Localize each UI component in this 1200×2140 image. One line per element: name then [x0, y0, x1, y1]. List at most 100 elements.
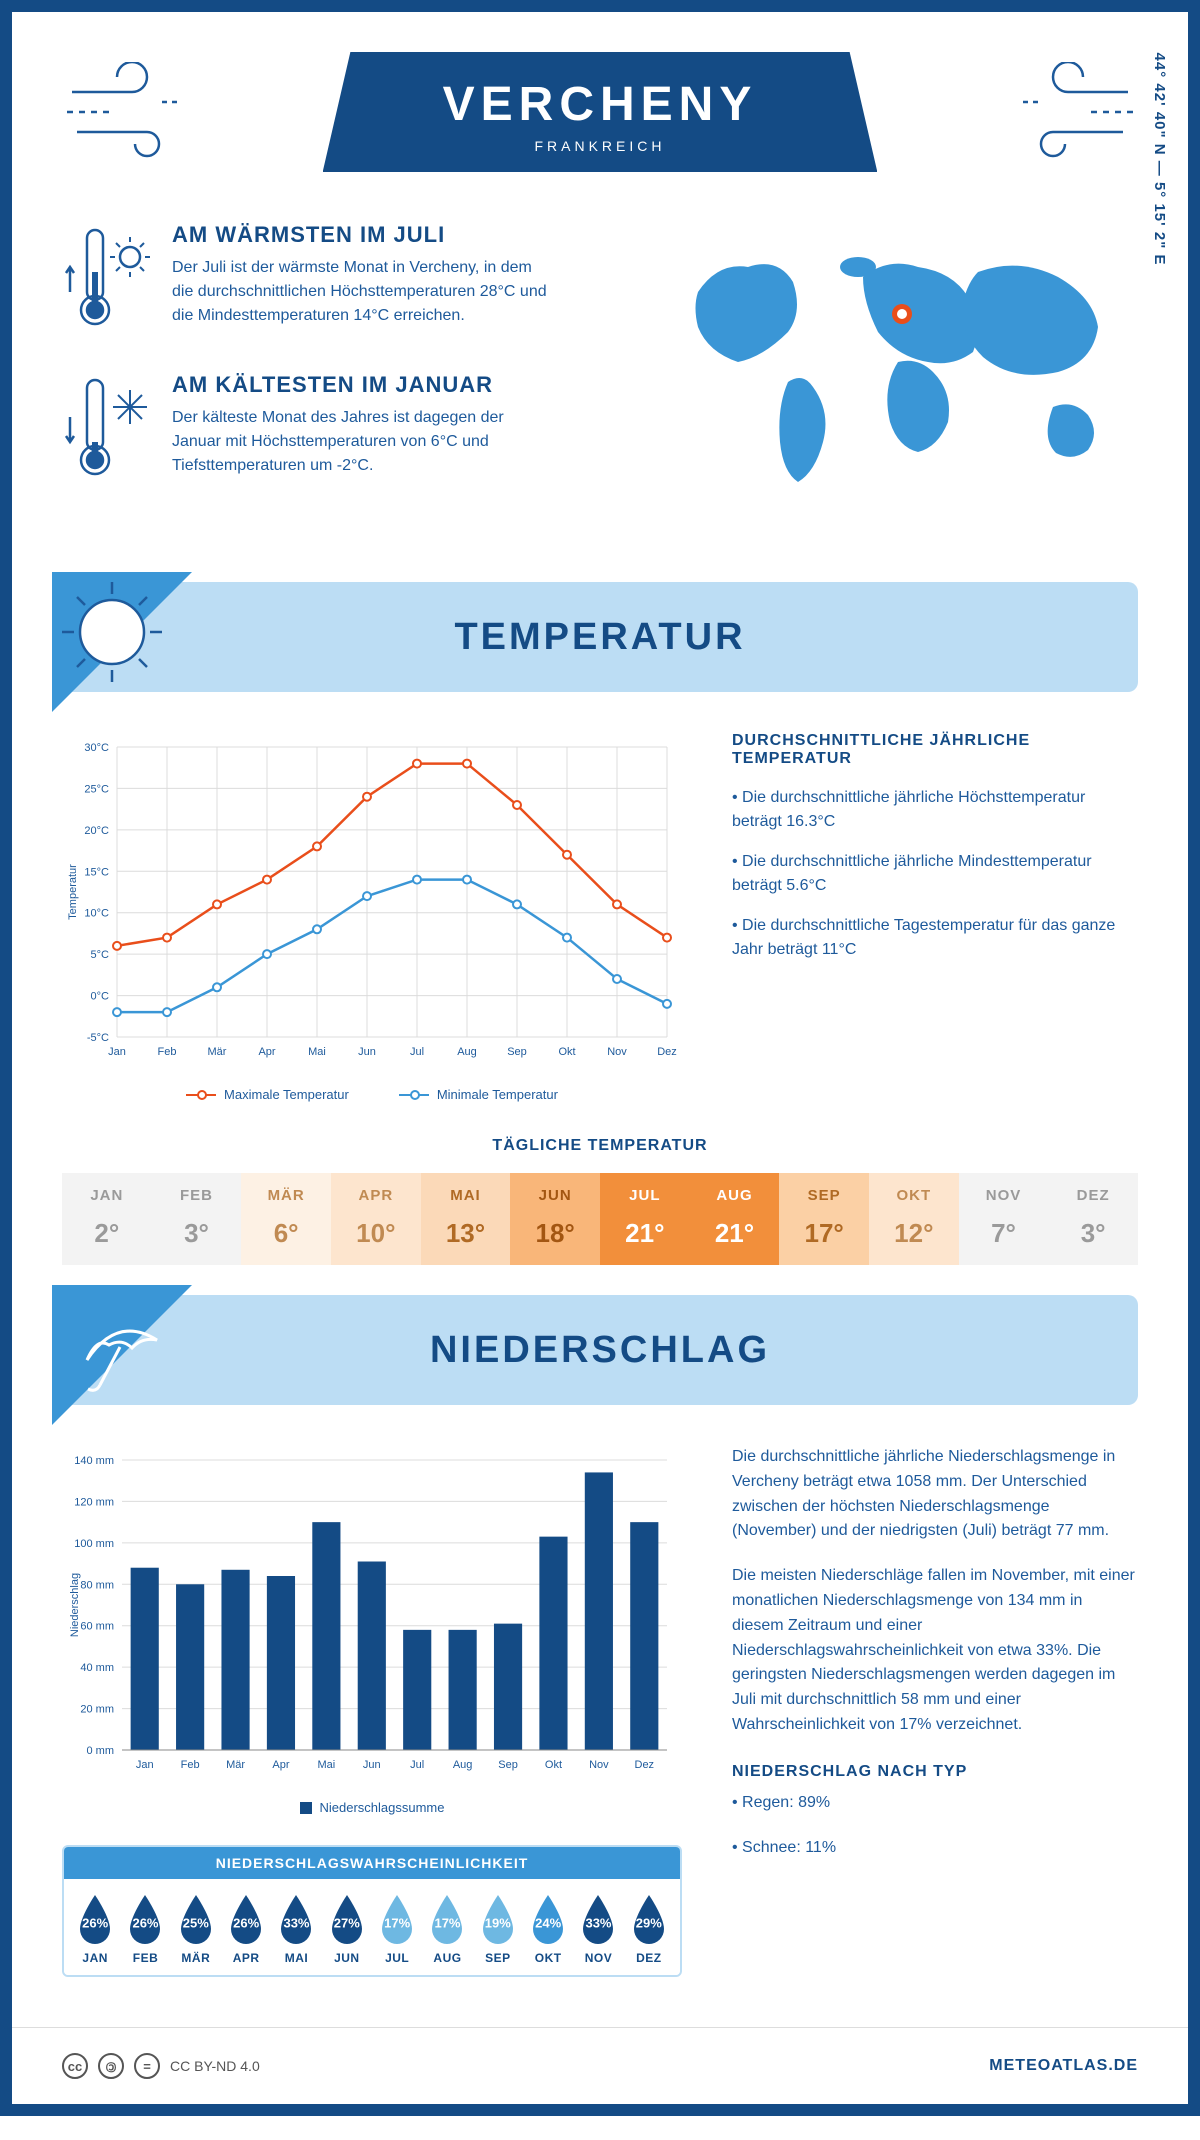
- svg-text:Apr: Apr: [258, 1046, 275, 1058]
- daily-temp-cell: FEB 3°: [152, 1173, 242, 1265]
- svg-text:100 mm: 100 mm: [74, 1538, 114, 1550]
- daily-temp-cell: MÄR 6°: [241, 1173, 331, 1265]
- umbrella-icon: [52, 1285, 192, 1425]
- svg-text:30°C: 30°C: [84, 742, 109, 754]
- svg-text:Sep: Sep: [498, 1759, 518, 1771]
- svg-text:Okt: Okt: [558, 1046, 575, 1058]
- by-icon: 🄯: [98, 2053, 124, 2079]
- svg-text:0°C: 0°C: [91, 991, 110, 1003]
- svg-text:Mär: Mär: [226, 1759, 245, 1771]
- daily-temp-cell: MAI 13°: [421, 1173, 511, 1265]
- svg-text:0 mm: 0 mm: [87, 1745, 115, 1757]
- svg-text:140 mm: 140 mm: [74, 1455, 114, 1467]
- legend-precip: Niederschlagssumme: [300, 1800, 445, 1815]
- brand: METEOATLAS.DE: [989, 2057, 1138, 2075]
- svg-text:Okt: Okt: [545, 1759, 562, 1771]
- daily-temp-cell: JUN 18°: [510, 1173, 600, 1265]
- title-banner: VERCHENY FRANKREICH: [323, 52, 878, 172]
- coldest-title: AM KÄLTESTEN IM JANUAR: [172, 372, 552, 398]
- svg-text:Mai: Mai: [318, 1759, 336, 1771]
- svg-text:80 mm: 80 mm: [80, 1579, 114, 1591]
- precip-prob-cell: 19% SEP: [473, 1893, 523, 1965]
- country-name: FRANKREICH: [443, 138, 758, 154]
- svg-text:Jul: Jul: [410, 1046, 424, 1058]
- daily-temp-cell: NOV 7°: [959, 1173, 1049, 1265]
- daily-temp-cell: JAN 2°: [62, 1173, 152, 1265]
- svg-text:Dez: Dez: [657, 1046, 677, 1058]
- thermometer-cold-icon: [62, 372, 152, 487]
- svg-text:Temperatur: Temperatur: [67, 864, 79, 920]
- precip-prob-cell: 17% JUL: [372, 1893, 422, 1965]
- svg-text:10°C: 10°C: [84, 908, 109, 920]
- svg-text:Aug: Aug: [453, 1759, 473, 1771]
- svg-text:Nov: Nov: [589, 1759, 609, 1771]
- temperature-chart: -5°C 0°C 5°C 10°C 15°C 20°C 25°C 30°C Jan Feb Mär A…: [62, 732, 682, 1102]
- footer: cc 🄯 = CC BY-ND 4.0 METEOATLAS.DE: [12, 2027, 1188, 2104]
- svg-text:Jul: Jul: [410, 1759, 424, 1771]
- precip-prob-cell: 26% JAN: [70, 1893, 120, 1965]
- sun-icon: [52, 572, 192, 712]
- precip-prob-cell: 33% MAI: [271, 1893, 321, 1965]
- precip-prob-cell: 26% FEB: [120, 1893, 170, 1965]
- precip-title: NIEDERSCHLAG: [430, 1329, 770, 1372]
- temperature-notes: DURCHSCHNITTLICHE JÄHRLICHE TEMPERATUR •…: [732, 732, 1138, 1102]
- svg-text:40 mm: 40 mm: [80, 1662, 114, 1674]
- precip-prob-cell: 17% AUG: [422, 1893, 472, 1965]
- svg-text:Aug: Aug: [457, 1046, 477, 1058]
- info-row: AM WÄRMSTEN IM JULI Der Juli ist der wär…: [62, 222, 1138, 522]
- daily-temp-title: TÄGLICHE TEMPERATUR: [62, 1137, 1138, 1155]
- thermometer-hot-icon: [62, 222, 152, 337]
- coordinates: 44° 42' 40" N — 5° 15' 2" E: [1151, 53, 1168, 266]
- svg-text:Mai: Mai: [308, 1046, 326, 1058]
- precip-prob-cell: 26% APR: [221, 1893, 271, 1965]
- precip-prob-cell: 29% DEZ: [624, 1893, 674, 1965]
- svg-text:25°C: 25°C: [84, 783, 109, 795]
- svg-text:Mär: Mär: [208, 1046, 227, 1058]
- wind-icon: [62, 62, 202, 162]
- city-name: VERCHENY: [443, 77, 758, 132]
- svg-text:Nov: Nov: [607, 1046, 627, 1058]
- svg-text:Niederschlag: Niederschlag: [69, 1573, 81, 1637]
- cc-icon: cc: [62, 2053, 88, 2079]
- svg-text:-5°C: -5°C: [87, 1032, 109, 1044]
- svg-text:Jan: Jan: [136, 1759, 154, 1771]
- svg-text:20°C: 20°C: [84, 825, 109, 837]
- world-map: 44° 42' 40" N — 5° 15' 2" E: [658, 222, 1138, 522]
- precip-prob-cell: 25% MÄR: [171, 1893, 221, 1965]
- daily-temp-cell: AUG 21°: [690, 1173, 780, 1265]
- daily-temp-cell: APR 10°: [331, 1173, 421, 1265]
- daily-temp-cell: DEZ 3°: [1048, 1173, 1138, 1265]
- license: cc 🄯 = CC BY-ND 4.0: [62, 2053, 260, 2079]
- svg-text:Dez: Dez: [635, 1759, 655, 1771]
- svg-text:Sep: Sep: [507, 1046, 527, 1058]
- warmest-text: Der Juli ist der wärmste Monat in Verche…: [172, 256, 552, 328]
- precip-probability-box: NIEDERSCHLAGSWAHRSCHEINLICHKEIT 26% JAN …: [62, 1845, 682, 1977]
- precip-prob-cell: 27% JUN: [322, 1893, 372, 1965]
- svg-text:15°C: 15°C: [84, 866, 109, 878]
- svg-text:5°C: 5°C: [91, 949, 110, 961]
- temperature-section-head: TEMPERATUR: [62, 582, 1138, 692]
- svg-text:60 mm: 60 mm: [80, 1621, 114, 1633]
- svg-text:120 mm: 120 mm: [74, 1496, 114, 1508]
- wind-icon: [998, 62, 1138, 162]
- nd-icon: =: [134, 2053, 160, 2079]
- daily-temp-cell: SEP 17°: [779, 1173, 869, 1265]
- precip-notes: Die durchschnittliche jährliche Niedersc…: [732, 1445, 1138, 1977]
- daily-temp-cell: JUL 21°: [600, 1173, 690, 1265]
- legend-max: Maximale Temperatur: [186, 1087, 349, 1102]
- precip-section-head: NIEDERSCHLAG: [62, 1295, 1138, 1405]
- temperature-title: TEMPERATUR: [454, 616, 745, 659]
- daily-temp-cell: OKT 12°: [869, 1173, 959, 1265]
- warmest-title: AM WÄRMSTEN IM JULI: [172, 222, 552, 248]
- coldest-text: Der kälteste Monat des Jahres ist dagege…: [172, 406, 552, 478]
- warmest-block: AM WÄRMSTEN IM JULI Der Juli ist der wär…: [62, 222, 618, 337]
- svg-text:Apr: Apr: [272, 1759, 289, 1771]
- precip-prob-cell: 24% OKT: [523, 1893, 573, 1965]
- precip-chart: 0 mm20 mm40 mm60 mm80 mm100 mm120 mm140 …: [62, 1445, 682, 1977]
- daily-temp-grid: JAN 2° FEB 3° MÄR 6° APR 10° MAI 13° JUN…: [62, 1173, 1138, 1265]
- coldest-block: AM KÄLTESTEN IM JANUAR Der kälteste Mona…: [62, 372, 618, 487]
- precip-prob-cell: 33% NOV: [573, 1893, 623, 1965]
- svg-text:Jun: Jun: [358, 1046, 376, 1058]
- svg-text:Jan: Jan: [108, 1046, 126, 1058]
- svg-text:Feb: Feb: [158, 1046, 177, 1058]
